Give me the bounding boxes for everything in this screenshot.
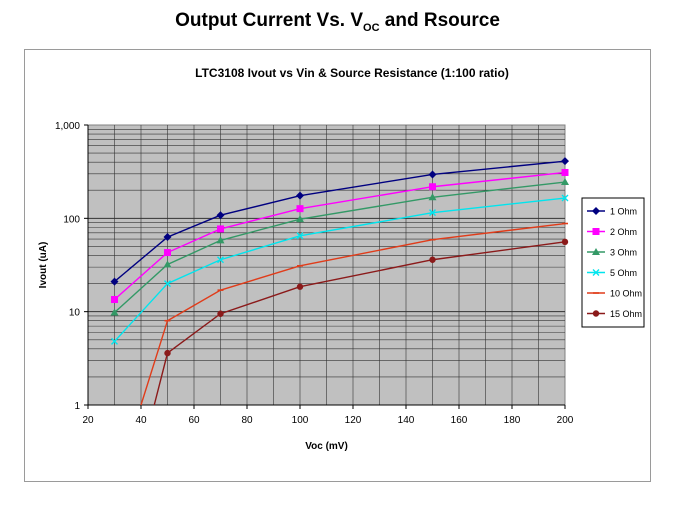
chart-title: LTC3108 Ivout vs Vin & Source Resistance…	[195, 66, 509, 80]
legend-item: 3 Ohm	[587, 248, 637, 258]
chart-frame: LTC3108 Ivout vs Vin & Source Resistance…	[24, 49, 651, 482]
series-1-ohm	[110, 157, 569, 286]
data-point	[428, 193, 437, 201]
series-line	[140, 222, 566, 406]
series-line	[114, 160, 566, 283]
series-15-ohm	[153, 238, 569, 406]
data-point	[216, 236, 225, 244]
x-tick-label: 100	[292, 415, 309, 426]
data-point	[296, 205, 304, 213]
x-tick-label: 140	[398, 415, 415, 426]
legend-label: 10 Ohm	[610, 289, 642, 299]
legend-swatch-marker	[592, 248, 600, 255]
x-axis-label: Voc (mV)	[305, 441, 348, 452]
data-point	[164, 249, 171, 257]
y-tick-label: 1,000	[55, 121, 80, 132]
data-point	[429, 256, 436, 263]
legend-swatch-marker	[592, 310, 600, 317]
data-point	[561, 178, 569, 186]
data-point	[296, 232, 304, 240]
data-point	[111, 337, 118, 345]
legend-label: 1 Ohm	[610, 207, 637, 217]
data-point	[561, 168, 569, 176]
legend: 1 Ohm 2 Ohm 3 Ohm 5 Ohm 10 Ohm 15 Ohm	[581, 197, 645, 328]
data-point	[428, 170, 437, 179]
x-tick-label: 20	[82, 415, 94, 426]
data-point	[110, 308, 119, 316]
legend-box	[581, 197, 645, 328]
x-tick-label: 200	[557, 415, 574, 426]
data-point	[164, 349, 171, 357]
series-3-ohm	[110, 178, 569, 316]
slide-title-subscript: OC	[363, 21, 380, 34]
series-line	[153, 241, 566, 406]
data-point	[217, 225, 224, 233]
y-tick-label: 1	[74, 401, 80, 412]
data-point	[296, 191, 304, 200]
x-tick-label: 80	[241, 415, 253, 426]
data-point	[111, 296, 118, 304]
x-tick-label: 120	[345, 415, 362, 426]
legend-item: 1 Ohm	[587, 207, 637, 217]
legend-item: 2 Ohm	[587, 227, 637, 237]
data-point	[164, 280, 171, 288]
legend-swatch-marker	[592, 207, 600, 215]
axes: 20 40 60 80 100 120 140 160 180 200 1 10 100 1,000	[55, 121, 574, 426]
series-2-ohm	[111, 168, 569, 304]
data-point	[110, 277, 119, 286]
legend-item: 10 Ohm	[587, 289, 642, 299]
legend-label: 15 Ohm	[610, 309, 642, 319]
legend-swatch-marker	[592, 269, 600, 276]
grid-lines	[88, 125, 565, 405]
series-layer	[110, 157, 569, 406]
data-point	[296, 215, 304, 223]
legend-label: 3 Ohm	[610, 248, 637, 258]
data-point	[561, 194, 569, 202]
x-tick-label: 60	[188, 415, 200, 426]
data-point	[163, 260, 172, 268]
data-point	[561, 157, 569, 166]
data-point	[216, 211, 225, 220]
data-point	[561, 238, 569, 246]
legend-item: 5 Ohm	[587, 268, 637, 278]
legend-label: 2 Ohm	[610, 227, 637, 237]
data-point	[163, 233, 172, 242]
y-axis-label: Ivout (uA)	[38, 242, 49, 289]
y-tick-label: 100	[63, 214, 80, 225]
legend-label: 5 Ohm	[610, 268, 637, 278]
series-line	[114, 181, 566, 314]
legend-item: 15 Ohm	[587, 309, 642, 319]
x-tick-label: 40	[135, 415, 147, 426]
legend-swatch-marker	[592, 228, 600, 235]
slide-title: Output Current Vs. VOC and Rsource	[0, 10, 675, 34]
series-10-ohm	[140, 222, 568, 406]
series-line	[113, 197, 566, 342]
y-tick-label: 10	[69, 308, 81, 319]
x-tick-label: 160	[451, 415, 468, 426]
slide-title-tail: and Rsource	[379, 10, 500, 31]
data-point	[429, 183, 436, 191]
data-point	[296, 283, 304, 290]
data-point	[217, 256, 224, 264]
chart-svg: LTC3108 Ivout vs Vin & Source Resistance…	[38, 66, 645, 452]
data-point	[217, 310, 224, 317]
series-5-ohm	[111, 194, 569, 345]
data-point	[429, 209, 436, 217]
slide-title-main: Output Current Vs. V	[175, 10, 364, 31]
series-line	[114, 171, 566, 301]
x-tick-label: 180	[504, 415, 521, 426]
